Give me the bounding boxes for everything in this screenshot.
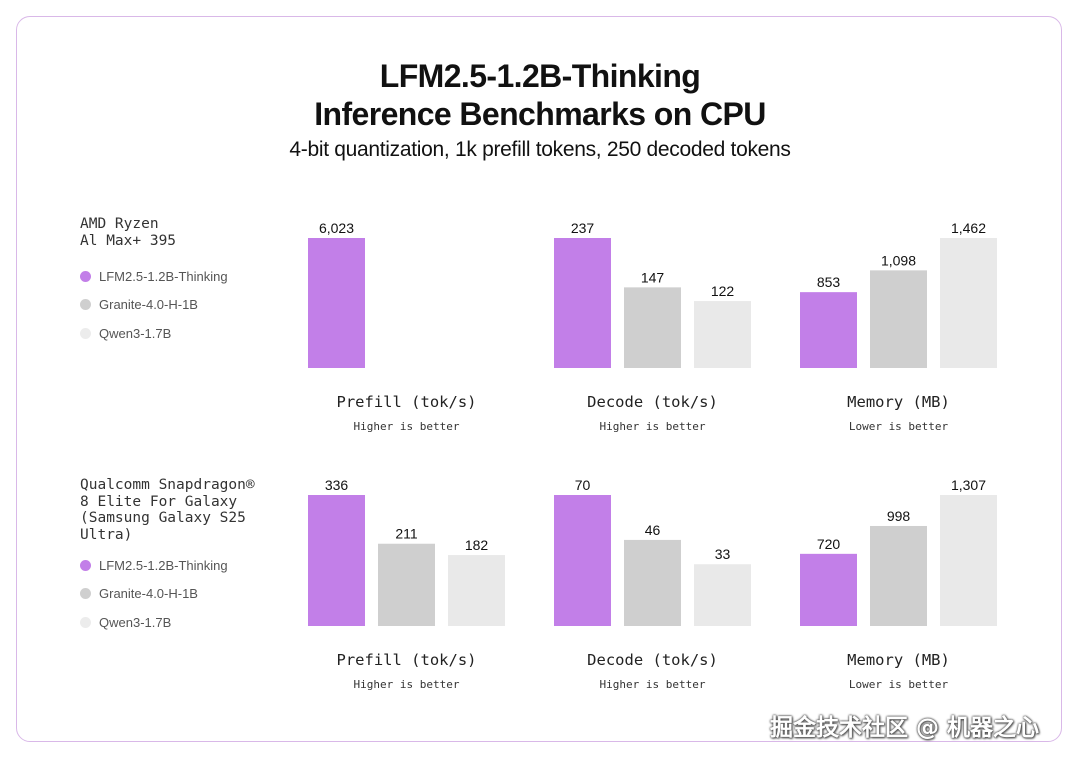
panel-subtitle: Higher is better: [354, 420, 460, 433]
data-label: 1,307: [951, 477, 986, 493]
legend-label: LFM2.5-1.2B-Thinking: [99, 268, 228, 284]
legend-item-qwen: Qwen3-1.7B: [80, 608, 228, 637]
watermark: 掘金技术社区 @ 机器之心: [770, 715, 1040, 741]
panel-title: Prefill (tok/s): [337, 393, 477, 411]
bar: [870, 525, 927, 626]
legend-label: Granite-4.0-H-1B: [99, 586, 198, 602]
data-label: 211: [395, 526, 418, 542]
data-label: 720: [817, 536, 841, 552]
data-label: 1,462: [951, 220, 986, 236]
panel-subtitle: Higher is better: [600, 678, 706, 691]
chart-panel: 237 147 122 Decode (tok/s) Higher is better: [554, 220, 751, 433]
bar: [800, 292, 857, 368]
legend-item-granite: Granite-4.0-H-1B: [80, 580, 228, 609]
panel-title: Prefill (tok/s): [337, 651, 477, 669]
data-label: 1,098: [881, 252, 916, 268]
bar: [308, 238, 365, 368]
legend-label: LFM2.5-1.2B-Thinking: [99, 557, 228, 573]
chart-panel: 336 211 182 Prefill (tok/s) Higher is better: [308, 477, 505, 691]
data-label: 998: [887, 508, 911, 524]
chart-title-line1: LFM2.5-1.2B-Thinking: [379, 58, 701, 94]
panel-title: Memory (MB): [847, 651, 950, 669]
data-label: 182: [465, 537, 489, 553]
legend-label: Qwen3-1.7B: [99, 614, 172, 630]
device-label-amd: AMD Ryzen Al Max+ 395: [80, 216, 177, 249]
data-label: 336: [325, 477, 349, 493]
legend-item-qwen: Qwen3-1.7B: [80, 319, 228, 348]
data-label: 46: [645, 522, 661, 538]
data-label: 853: [817, 274, 841, 290]
bar: [940, 495, 997, 626]
chart-panel: 6,023 Prefill (tok/s) Higher is better: [308, 220, 476, 433]
device-label-qualcomm: Qualcomm Snapdragon® 8 Elite For Galaxy …: [80, 477, 255, 543]
legend-swatch: [80, 616, 91, 628]
legend-item-granite: Granite-4.0-H-1B: [80, 291, 228, 320]
bar: [694, 564, 751, 626]
bar: [800, 553, 857, 626]
panel-subtitle: Higher is better: [600, 420, 706, 433]
bar: [940, 238, 997, 368]
legend-swatch: [80, 270, 91, 282]
chart-panel: 720 998 1,307 Memory (MB) Lower is better: [800, 477, 997, 691]
chart-subtitle: 4-bit quantization, 1k prefill tokens, 2…: [289, 138, 791, 161]
legend-item-lfm: LFM2.5-1.2B-Thinking: [80, 262, 228, 291]
chart-panel: 70 46 33 Decode (tok/s) Higher is better: [554, 477, 751, 691]
legend-label: Qwen3-1.7B: [99, 325, 172, 341]
bar: [308, 495, 365, 626]
panel-subtitle: Higher is better: [354, 678, 460, 691]
legend-swatch: [80, 327, 91, 339]
legend-qualcomm: LFM2.5-1.2B-Thinking Granite-4.0-H-1B Qw…: [80, 551, 228, 637]
panel-subtitle: Lower is better: [849, 678, 949, 691]
data-label: 237: [571, 220, 595, 236]
bar: [624, 539, 681, 626]
bar: [870, 270, 927, 368]
legend-swatch: [80, 588, 91, 600]
data-label: 6,023: [319, 220, 354, 236]
panel-title: Decode (tok/s): [587, 651, 718, 669]
legend-amd: LFM2.5-1.2B-Thinking Granite-4.0-H-1B Qw…: [80, 262, 228, 348]
data-label: 33: [715, 546, 731, 562]
panel-title: Decode (tok/s): [587, 393, 718, 411]
chart-panel: 853 1,098 1,462 Memory (MB) Lower is better: [800, 220, 997, 433]
chart-title-line2: Inference Benchmarks on CPU: [314, 96, 766, 132]
bar: [448, 555, 505, 626]
data-label: 70: [575, 477, 591, 493]
bar: [554, 238, 611, 368]
panel-subtitle: Lower is better: [849, 420, 949, 433]
panel-title: Memory (MB): [847, 393, 950, 411]
data-label: 147: [641, 269, 665, 285]
legend-swatch: [80, 559, 91, 571]
bar: [624, 287, 681, 368]
legend-label: Granite-4.0-H-1B: [99, 297, 198, 313]
bar: [554, 495, 611, 626]
legend-item-lfm: LFM2.5-1.2B-Thinking: [80, 551, 228, 580]
bar: [694, 301, 751, 368]
data-label: 122: [711, 283, 735, 299]
legend-swatch: [80, 299, 91, 311]
bar: [378, 543, 435, 626]
